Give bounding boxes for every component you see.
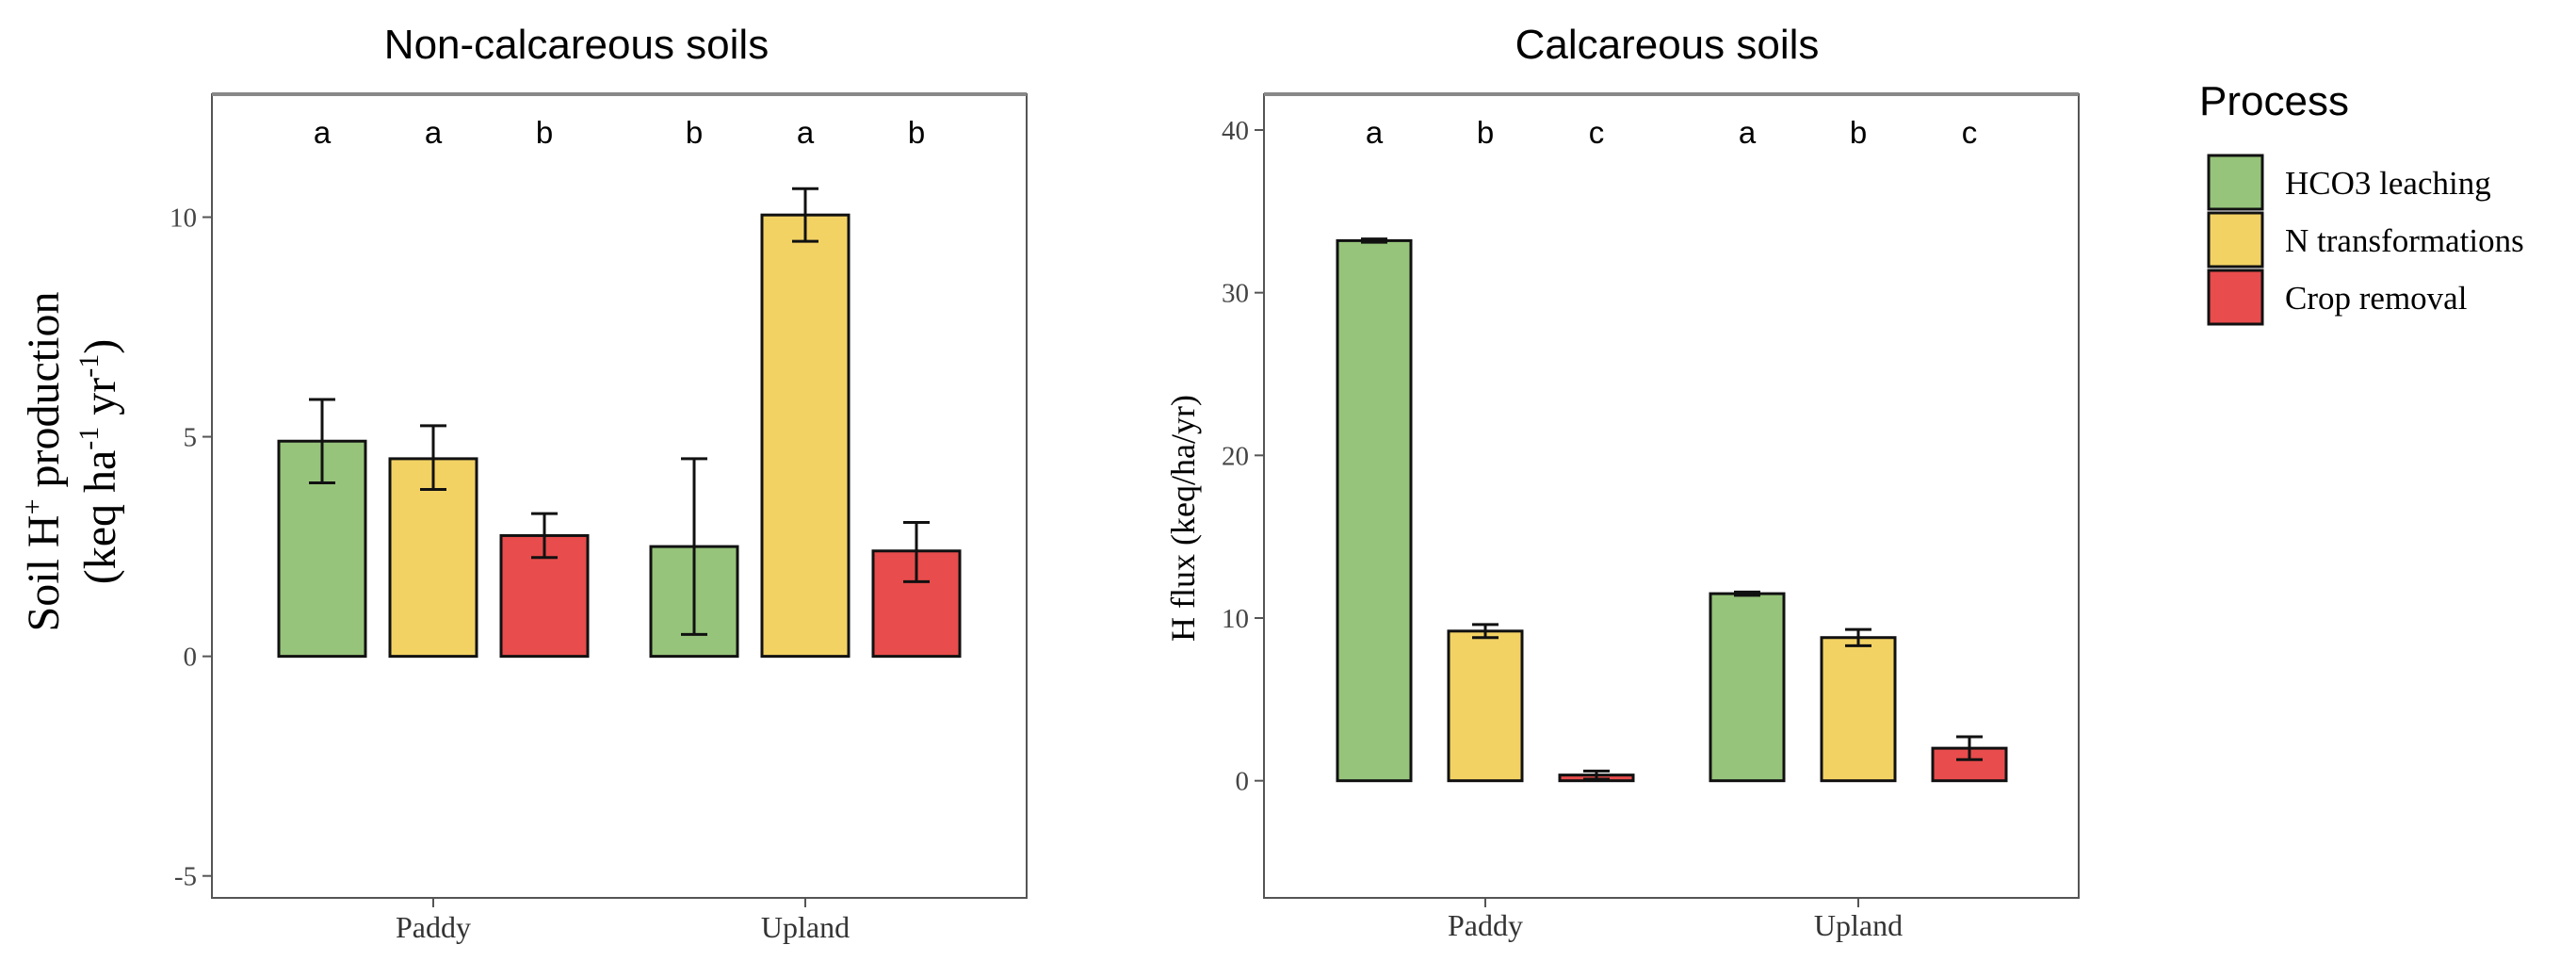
legend-swatch bbox=[2207, 269, 2264, 326]
y-tick-label: 10 bbox=[170, 204, 197, 234]
significance-letter: b bbox=[536, 115, 553, 150]
legend-swatch bbox=[2207, 154, 2264, 211]
y-tick-label: 10 bbox=[1222, 604, 1249, 634]
svg-text:(keq ha-1 yr-1): (keq ha-1 yr-1) bbox=[73, 339, 125, 585]
bar bbox=[1336, 238, 1413, 783]
bar bbox=[1447, 629, 1524, 783]
left-y-axis-label: Soil H+ production (keq ha-1 yr-1) bbox=[17, 292, 125, 632]
y-tick-label: 0 bbox=[184, 643, 198, 673]
legend-label: HCO3 leaching bbox=[2285, 165, 2491, 202]
left-chart-panel: -5 0 5 10 Paddy Upland a b a a b b bbox=[170, 92, 1028, 944]
ylabel-line1-b: production bbox=[19, 292, 69, 499]
significance-letter: a bbox=[425, 115, 443, 150]
significance-letter: a bbox=[1739, 115, 1757, 150]
bar bbox=[760, 213, 851, 659]
legend-label: N transformations bbox=[2285, 222, 2524, 259]
x-tick-label: Upland bbox=[1814, 908, 1903, 942]
right-chart-panel: 0 10 20 30 40 Paddy Upland a a b b c c bbox=[1222, 92, 2080, 942]
significance-letter: b bbox=[1850, 115, 1867, 150]
ylabel-line1-a: Soil H bbox=[19, 514, 69, 631]
left-panel-title: Non-calcareous soils bbox=[384, 22, 769, 68]
x-tick-label: Paddy bbox=[396, 910, 471, 944]
y-tick-label: 30 bbox=[1222, 279, 1249, 309]
x-tick-label: Upland bbox=[761, 910, 850, 944]
significance-letter: c bbox=[1589, 115, 1605, 150]
legend-title: Process bbox=[2199, 78, 2349, 124]
significance-letter: b bbox=[908, 115, 925, 150]
bar bbox=[388, 457, 478, 659]
significance-letter: b bbox=[1477, 115, 1494, 150]
ylabel-line2-a: (keq ha bbox=[75, 450, 125, 585]
ylabel-line2-b: yr bbox=[75, 378, 125, 427]
bar bbox=[1820, 636, 1897, 783]
ylabel-line2-sup1: -1 bbox=[73, 427, 105, 450]
y-tick-label: 5 bbox=[184, 423, 198, 453]
x-tick-label: Paddy bbox=[1448, 908, 1523, 942]
bar bbox=[1709, 592, 1786, 783]
ylabel-line2-sup2: -1 bbox=[73, 354, 105, 378]
right-panel-title: Calcareous soils bbox=[1515, 22, 1820, 68]
y-tick-label: 20 bbox=[1222, 441, 1249, 471]
right-y-axis-label: H flux (keq/ha/yr) bbox=[1164, 395, 1202, 642]
legend-label: Crop removal bbox=[2285, 280, 2468, 317]
significance-letter: b bbox=[686, 115, 703, 150]
legend-swatch bbox=[2207, 211, 2264, 269]
y-tick-label: -5 bbox=[174, 862, 197, 892]
significance-letter: a bbox=[314, 115, 332, 150]
y-tick-label: 0 bbox=[1236, 767, 1250, 797]
legend: Process HCO3 leaching N transformations Cr… bbox=[2199, 78, 2524, 326]
significance-letter: a bbox=[797, 115, 815, 150]
svg-text:Soil H+ production: Soil H+ production bbox=[17, 292, 69, 632]
ylabel-line2-c: ) bbox=[75, 339, 125, 354]
ylabel-line1-sup: + bbox=[17, 499, 48, 515]
significance-letter: c bbox=[1962, 115, 1978, 150]
significance-letter: a bbox=[1366, 115, 1384, 150]
y-tick-label: 40 bbox=[1222, 116, 1249, 146]
